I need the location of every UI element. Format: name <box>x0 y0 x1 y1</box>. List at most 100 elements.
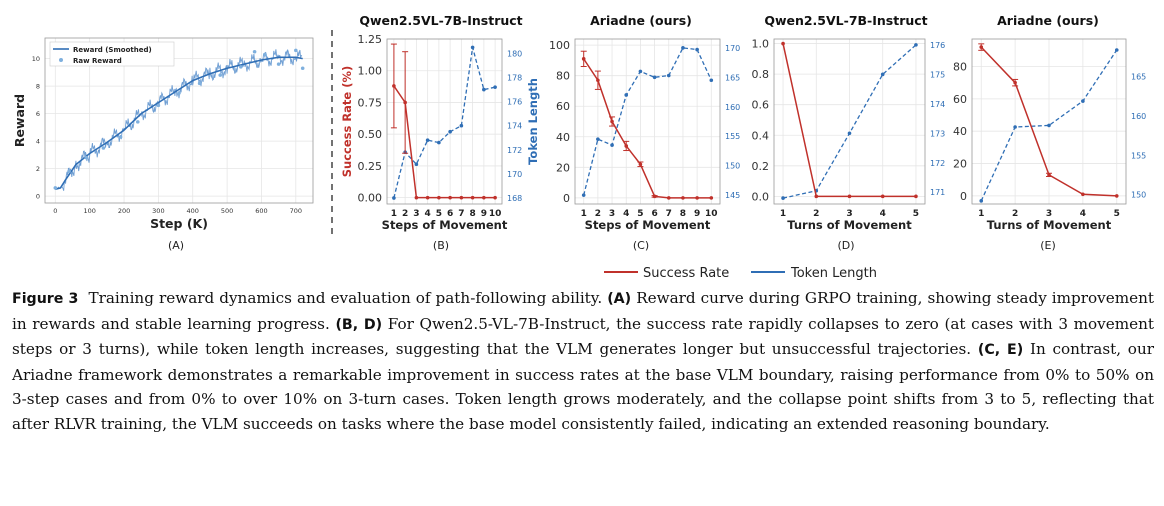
chart-a-ytick-label: 8 <box>36 83 40 91</box>
chart-c-ytick-label: 20 <box>556 161 570 174</box>
panel-letter-c: (C) <box>633 239 649 252</box>
chart-a-raw-point <box>177 91 181 95</box>
chart-b-ytick-label: 0.00 <box>358 192 383 205</box>
chart-c-ytick-right-label: 160 <box>725 103 740 112</box>
chart-a-xtick-label: 300 <box>152 207 164 215</box>
chart-e-success-point <box>1047 173 1051 177</box>
chart-b-xtick-label: 3 <box>413 209 419 219</box>
chart-b-ytick-right-label: 170 <box>507 170 522 179</box>
chart-a-raw-point <box>118 135 123 139</box>
chart-e-token-point <box>979 199 984 203</box>
chart-c-xtick-label: 10 <box>705 209 718 219</box>
caption-a-label: (A) <box>607 291 632 307</box>
chart-d-success-point <box>880 194 885 199</box>
chart-d-success-point <box>847 194 852 199</box>
chart-c-token-point <box>581 193 586 197</box>
caption-intro: Training reward dynamics and evaluation … <box>88 289 603 307</box>
chart-e-token-point <box>1013 125 1017 129</box>
chart-a-legend-raw-swatch <box>59 58 63 62</box>
chart-a-raw-point <box>276 62 281 66</box>
chart-b-xtick-label: 1 <box>391 209 397 219</box>
chart-e-ytick-label: 60 <box>953 93 967 106</box>
chart-a-smoothed-line <box>55 56 303 191</box>
chart-b-ytick-label: 0.25 <box>358 160 383 173</box>
chart-b-success-point <box>482 195 486 200</box>
chart-b-success-point <box>470 195 475 200</box>
chart-e-token-line <box>980 49 1118 202</box>
chart-b: 0.00 0.25 0.50 0.75 1.00 1.25 1 2 3 4 5 6 7 8 9 10 168 17… <box>340 13 540 232</box>
caption-figure-label: Figure 3 <box>12 291 79 307</box>
chart-c-success-point <box>709 196 714 200</box>
chart-b-ylabel: Success Rate (%) <box>340 66 354 178</box>
chart-c-xtick-label: 3 <box>609 209 615 219</box>
chart-b-ytick-right-label: 176 <box>507 98 522 107</box>
chart-a-xtick-label: 100 <box>83 207 95 215</box>
chart-e-token-point <box>1081 99 1085 103</box>
chart-d-ytick-right-label: 171 <box>930 188 945 197</box>
chart-d-title: Qwen2.5VL-7B-Instruct <box>764 13 927 28</box>
chart-d-success-point <box>814 194 819 199</box>
chart-d-ytick-right-label: 175 <box>930 70 945 79</box>
chart-a-xtick-label: 200 <box>118 207 130 215</box>
chart-c-success-point <box>596 78 600 83</box>
chart-b-ylabel-right: Token Length <box>526 78 540 165</box>
chart-b-token-point <box>392 196 396 200</box>
chart-c-success-point <box>695 196 699 200</box>
chart-e-xtick-label: 4 <box>1080 209 1086 219</box>
chart-e-ytick-label: 40 <box>953 125 967 138</box>
chart-b-ytick-label: 1.25 <box>358 33 383 46</box>
chart-e-success-point <box>1081 192 1085 197</box>
chart-a-xtick-label: 0 <box>53 207 57 215</box>
caption-ce-label: (C, E) <box>977 342 1024 359</box>
chart-a-frame <box>44 37 314 204</box>
chart-e-ytick-label: 20 <box>953 158 967 171</box>
chart-d-ytick-label: 0.8 <box>752 68 770 81</box>
chart-e-ytick-right-label: 150 <box>1131 191 1146 200</box>
chart-c-ytick-right-label: 150 <box>725 162 740 171</box>
chart-d-ytick-right-label: 172 <box>930 159 945 168</box>
chart-c-xtick-label: 5 <box>637 209 643 219</box>
chart-b-success-point <box>437 195 441 200</box>
chart-a-raw-point <box>101 146 106 150</box>
chart-c-xtick-label: 1 <box>581 209 587 219</box>
chart-e-frame <box>971 38 1127 205</box>
chart-b-xtick-label: 4 <box>425 209 431 219</box>
chart-c-ytick-right-label: 145 <box>725 191 740 200</box>
chart-b-token-point <box>414 162 419 167</box>
chart-c-xtick-label: 7 <box>666 209 672 219</box>
chart-e-success-point <box>1114 194 1119 198</box>
chart-c-success-point <box>652 194 657 199</box>
chart-c-token-point <box>638 69 643 74</box>
chart-a-raw-point <box>197 81 202 86</box>
chart-b-token-point <box>437 140 441 145</box>
chart-c-title: Ariadne (ours) <box>590 13 692 28</box>
chart-c-ytick-label: 40 <box>556 131 570 144</box>
chart-b-ytick-right-label: 174 <box>507 122 522 131</box>
chart-e-xtick-label: 3 <box>1046 209 1052 219</box>
chart-b-ytick-label: 1.00 <box>358 65 383 78</box>
chart-e-ytick-right-label: 160 <box>1131 112 1146 121</box>
chart-d-frame <box>773 38 926 205</box>
panel-letter-b: (B) <box>433 239 449 252</box>
chart-e-ytick-label: 80 <box>953 61 967 74</box>
chart-a-raw-band <box>55 49 303 191</box>
chart-e-xlabel: Turns of Movement <box>987 218 1112 232</box>
chart-b-ytick-right-label: 178 <box>507 74 522 83</box>
chart-c-ytick-right-label: 155 <box>725 132 740 141</box>
chart-a-ytick-label: 10 <box>32 55 40 63</box>
chart-b-xlabel: Steps of Movement <box>382 218 508 232</box>
chart-e-xtick-label: 2 <box>1012 209 1018 219</box>
chart-a-raw-point <box>218 73 223 77</box>
chart-b-ytick-label: 0.50 <box>358 128 383 141</box>
chart-a-ylabel: Reward <box>12 94 27 147</box>
chart-c-token-line <box>583 47 712 196</box>
chart-a-xtick-label: 500 <box>221 207 233 215</box>
chart-b-xtick-label: 6 <box>447 209 453 219</box>
chart-b-title: Qwen2.5VL-7B-Instruct <box>359 13 522 28</box>
chart-a-ytick-label: 2 <box>36 165 40 173</box>
chart-b-ytick-right-label: 172 <box>507 146 522 155</box>
chart-a-raw-point <box>252 49 257 54</box>
chart-b-xtick-label: 9 <box>481 209 487 219</box>
caption-a-text: Reward curve during GRPO training, showi… <box>12 289 1155 333</box>
chart-c-success-line <box>583 58 712 199</box>
